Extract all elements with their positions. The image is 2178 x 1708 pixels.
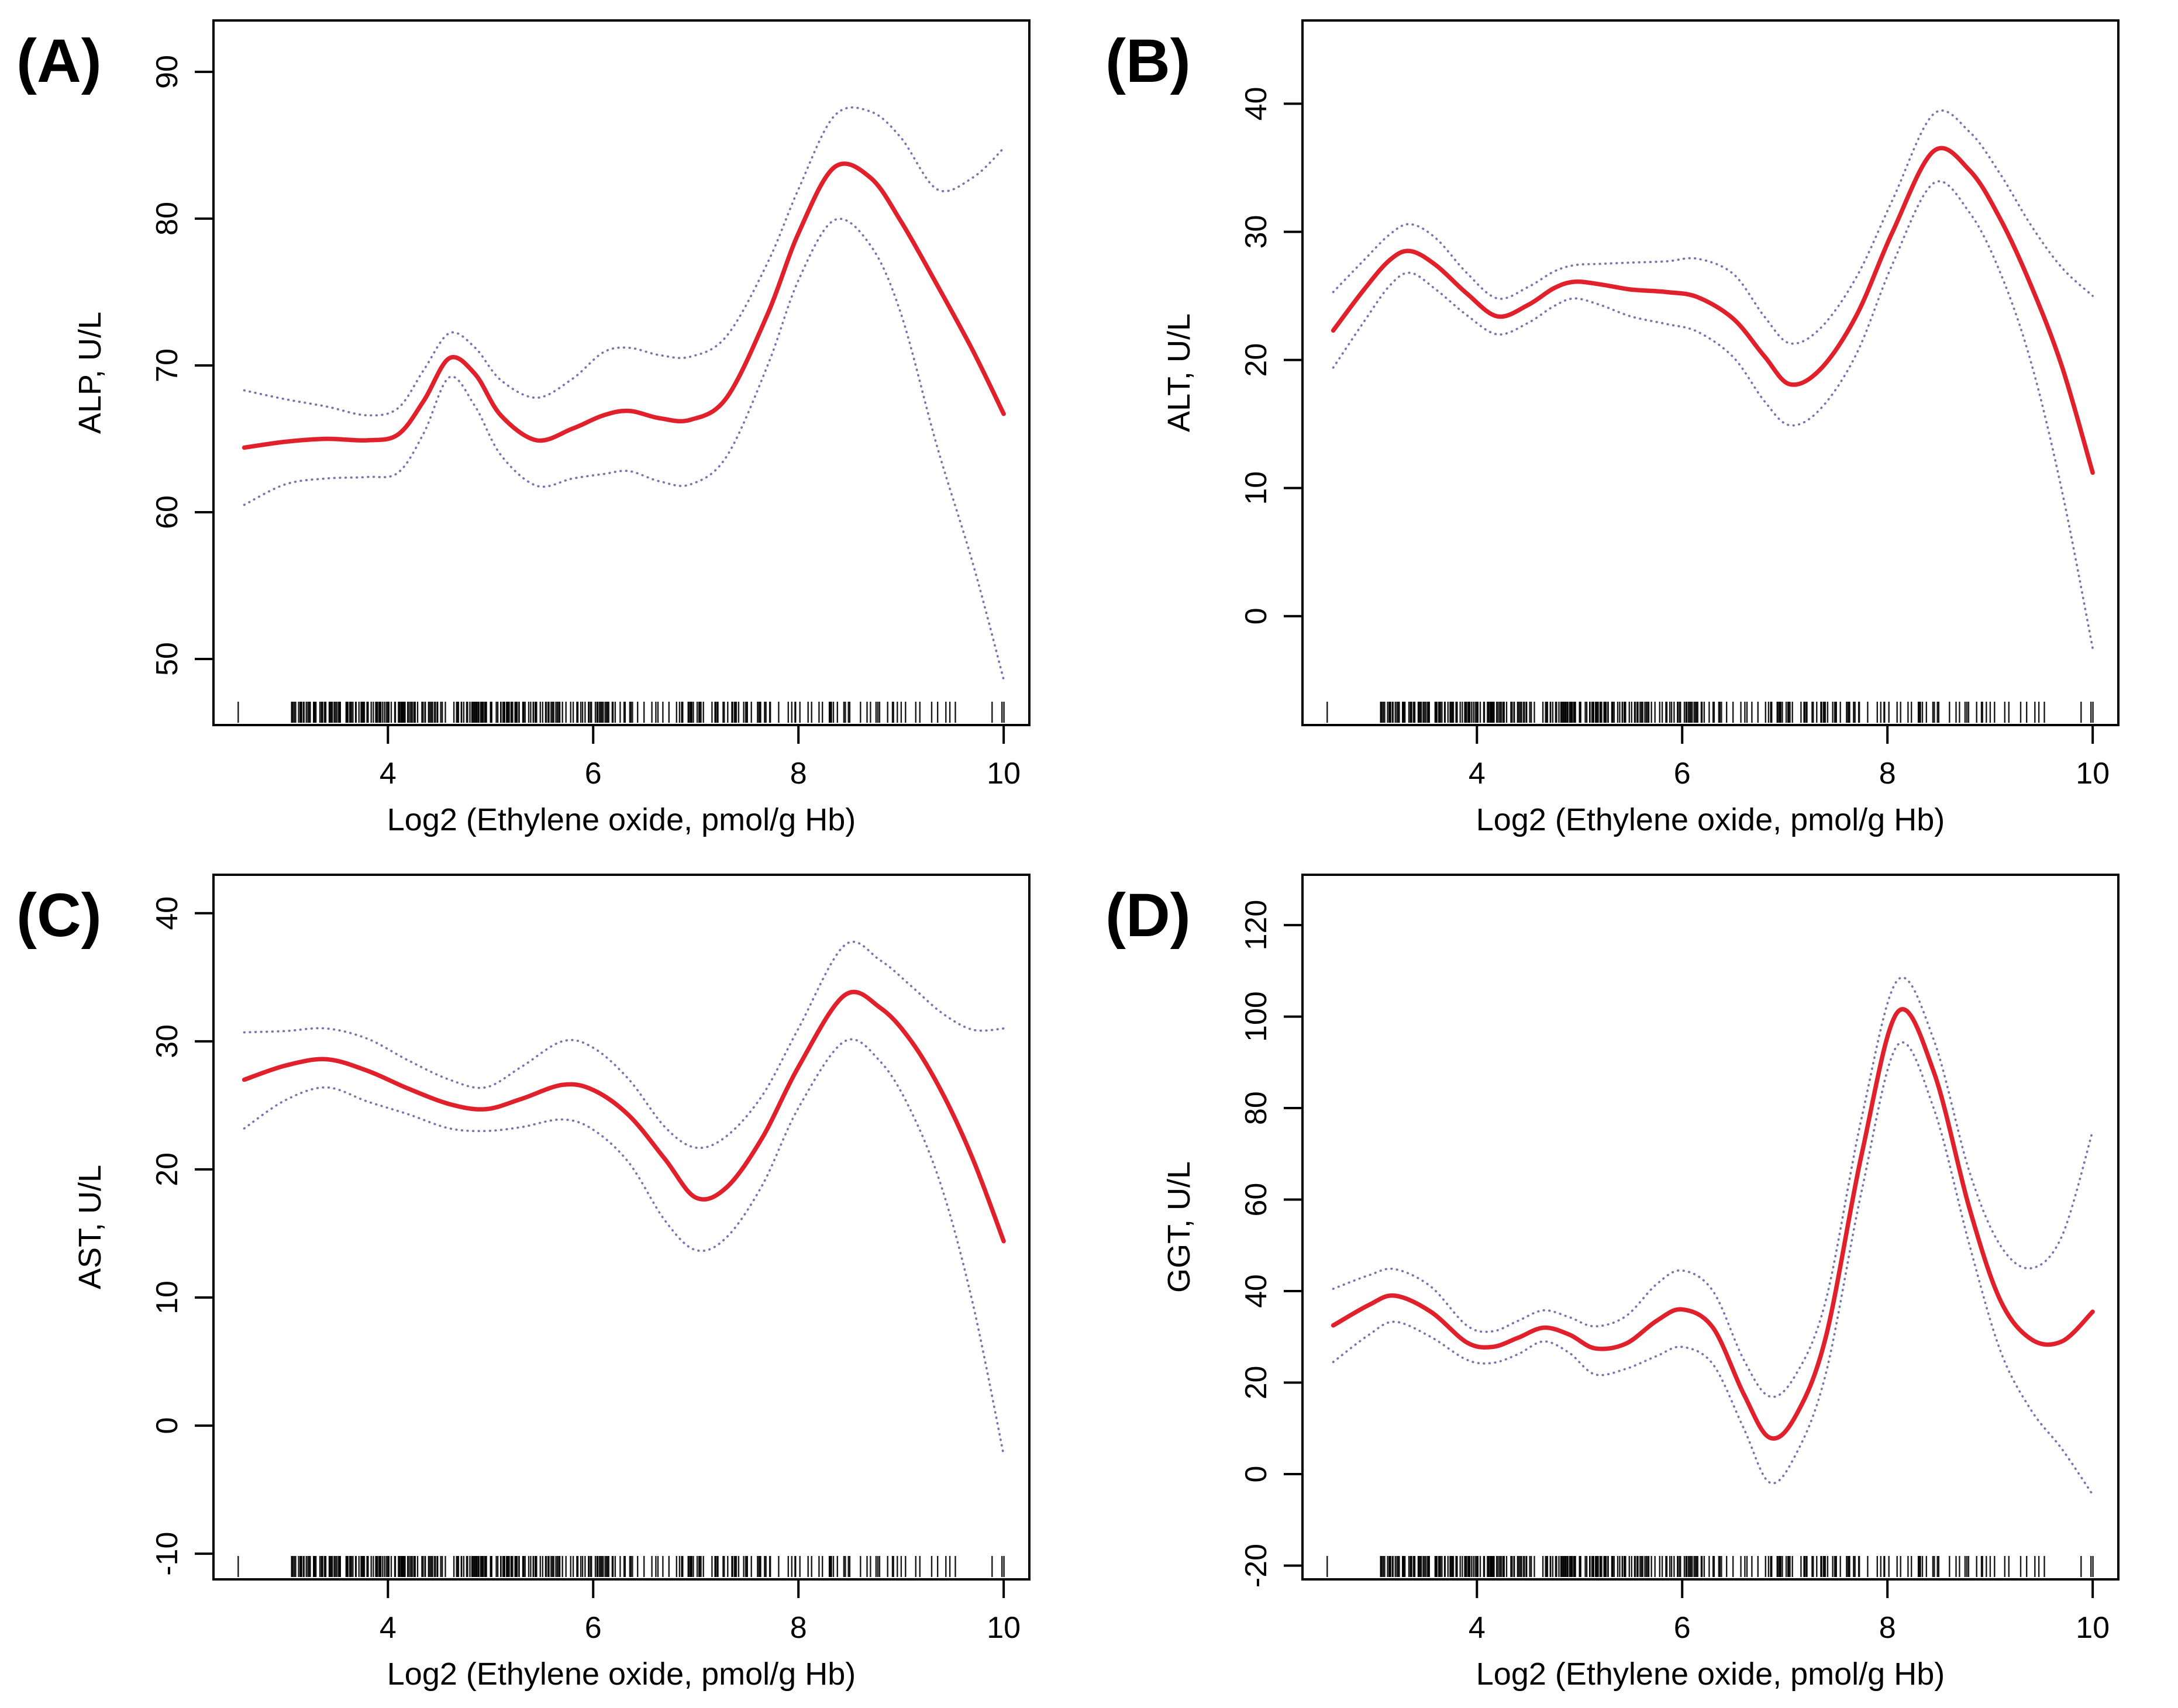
- upper-95ci-line: [1332, 976, 2094, 1398]
- y-tick-label: 20: [1239, 1366, 1273, 1400]
- x-tick-label: 4: [1469, 757, 1486, 791]
- fitted-line: [242, 161, 1006, 450]
- plot-box: [1301, 19, 2120, 726]
- x-axis-title: Log2 (Ethylene oxide, pmol/g Hb): [1476, 1657, 1945, 1692]
- panel-A: 4 6 8 10 50 60 70 80 90 Log2 (Ethylene oxide, pmo…: [0, 0, 1089, 854]
- x-tick-label: 4: [1469, 1611, 1486, 1645]
- panel-B: 4 6 8 10 0 10 20 30 40 Log2 (Ethylene oxide, pmol…: [1089, 0, 2178, 854]
- x-tick-label: 10: [2076, 1611, 2110, 1645]
- panel-label: (B): [1105, 27, 1191, 95]
- panel-C: 4 6 8 10 -10 0 10 20 30 40 Log2 (Ethylene oxide, p…: [0, 854, 1089, 1708]
- x-tick-label: 4: [380, 757, 397, 791]
- x-tick-label: 8: [790, 1611, 807, 1645]
- y-axis-title: ALP, U/L: [73, 312, 108, 434]
- panel-label: (D): [1105, 881, 1191, 950]
- x-tick-label: 4: [380, 1611, 397, 1645]
- y-tick-label: 40: [1239, 1274, 1273, 1308]
- x-tick-label: 6: [1674, 1611, 1691, 1645]
- x-tick-label: 10: [987, 757, 1021, 791]
- plot-box: [212, 19, 1031, 726]
- panel-label: (A): [16, 27, 102, 95]
- y-tick-label: 20: [150, 1153, 184, 1186]
- upper-95ci-line: [243, 940, 1005, 1150]
- y-tick-label: 80: [1239, 1091, 1273, 1125]
- y-tick-label: 10: [1239, 471, 1273, 505]
- upper-95ci-line: [1332, 109, 2094, 345]
- x-tick-label: 6: [585, 1611, 602, 1645]
- fitted-line: [1331, 146, 2095, 475]
- plot-box: [212, 874, 1031, 1581]
- y-tick-label: 0: [150, 1417, 184, 1434]
- y-tick-label: 60: [150, 495, 184, 529]
- upper-95ci-line: [243, 106, 1005, 417]
- x-tick-label: 10: [2076, 757, 2110, 791]
- y-tick-label: 70: [150, 348, 184, 382]
- y-tick-label: 20: [1239, 343, 1273, 377]
- plot-box: [1301, 874, 2120, 1581]
- x-tick-label: 8: [790, 757, 807, 791]
- y-tick-label: 120: [1239, 900, 1273, 951]
- fitted-line: [242, 989, 1006, 1244]
- y-axis-title: ALT, U/L: [1162, 313, 1197, 432]
- x-axis-title: Log2 (Ethylene oxide, pmol/g Hb): [1476, 802, 1945, 837]
- panel-label: (C): [16, 881, 102, 950]
- y-axis-title: GGT, U/L: [1162, 1161, 1197, 1293]
- x-tick-label: 8: [1879, 757, 1896, 791]
- y-tick-label: 90: [150, 55, 184, 89]
- y-tick-label: 50: [150, 642, 184, 676]
- x-axis-title: Log2 (Ethylene oxide, pmol/g Hb): [387, 802, 856, 837]
- lower-95ci-line: [1332, 180, 2094, 650]
- chart-B: 4 6 8 10 0 10 20 30 40 Log2 (Ethylene oxide, pmol…: [1105, 19, 2120, 837]
- y-tick-label: 40: [1239, 87, 1273, 120]
- y-tick-label: 0: [1239, 1466, 1273, 1483]
- lower-95ci-line: [1332, 1041, 2094, 1496]
- y-tick-label: 40: [150, 896, 184, 930]
- lower-95ci-line: [243, 1038, 1005, 1457]
- y-tick-label: 30: [150, 1024, 184, 1058]
- y-tick-label: 0: [1239, 608, 1273, 624]
- y-tick-label: 100: [1239, 991, 1273, 1042]
- chart-C: 4 6 8 10 -10 0 10 20 30 40 Log2 (Ethylene oxide, p…: [16, 874, 1031, 1692]
- y-tick-label: 60: [1239, 1183, 1273, 1217]
- y-axis-title: AST, U/L: [73, 1165, 108, 1289]
- chart-D: 4 6 8 10 -20 0 20 40 60 80 100 120 Log2 (Ethylene ox…: [1105, 874, 2120, 1692]
- x-tick-label: 8: [1879, 1611, 1896, 1645]
- y-tick-label: 30: [1239, 215, 1273, 249]
- chart-A: 4 6 8 10 50 60 70 80 90 Log2 (Ethylene oxide, pmo…: [16, 19, 1031, 837]
- lower-95ci-line: [243, 218, 1005, 681]
- x-tick-label: 6: [1674, 757, 1691, 791]
- x-tick-label: 6: [585, 757, 602, 791]
- y-tick-label: 10: [150, 1281, 184, 1314]
- y-tick-label: 80: [150, 202, 184, 236]
- panel-D: 4 6 8 10 -20 0 20 40 60 80 100 120 Log2 (Ethylene ox…: [1089, 854, 2178, 1708]
- y-tick-label: -20: [1239, 1544, 1273, 1588]
- x-axis-title: Log2 (Ethylene oxide, pmol/g Hb): [387, 1657, 856, 1692]
- fitted-line: [1331, 1007, 2095, 1441]
- x-tick-label: 10: [987, 1611, 1021, 1645]
- y-tick-label: -10: [150, 1532, 184, 1576]
